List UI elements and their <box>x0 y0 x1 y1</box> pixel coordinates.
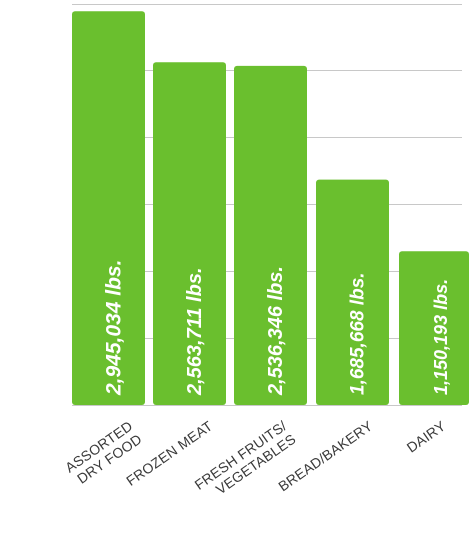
bar <box>316 179 389 405</box>
category-label: BREAD/BAKERY <box>275 417 376 494</box>
bar <box>234 65 307 406</box>
bar <box>399 251 469 405</box>
bar-value-label: 2,945,034 lbs. <box>103 260 126 396</box>
value-labels: 2,945,034 lbs. 2,563,711 lbs. 2,536,346 lb… <box>103 260 452 396</box>
bar <box>72 11 145 405</box>
bar-value-label: 1,685,668 lbs. <box>348 272 369 395</box>
category-label: DAIRY <box>404 417 449 455</box>
bar <box>153 62 226 405</box>
bars <box>72 11 469 406</box>
bar-value-label: 2,563,711 lbs. <box>184 268 206 397</box>
bar-value-label: 1,150,193 lbs. <box>431 279 451 395</box>
bar-value-label: 2,536,346 lbs. <box>265 266 287 396</box>
